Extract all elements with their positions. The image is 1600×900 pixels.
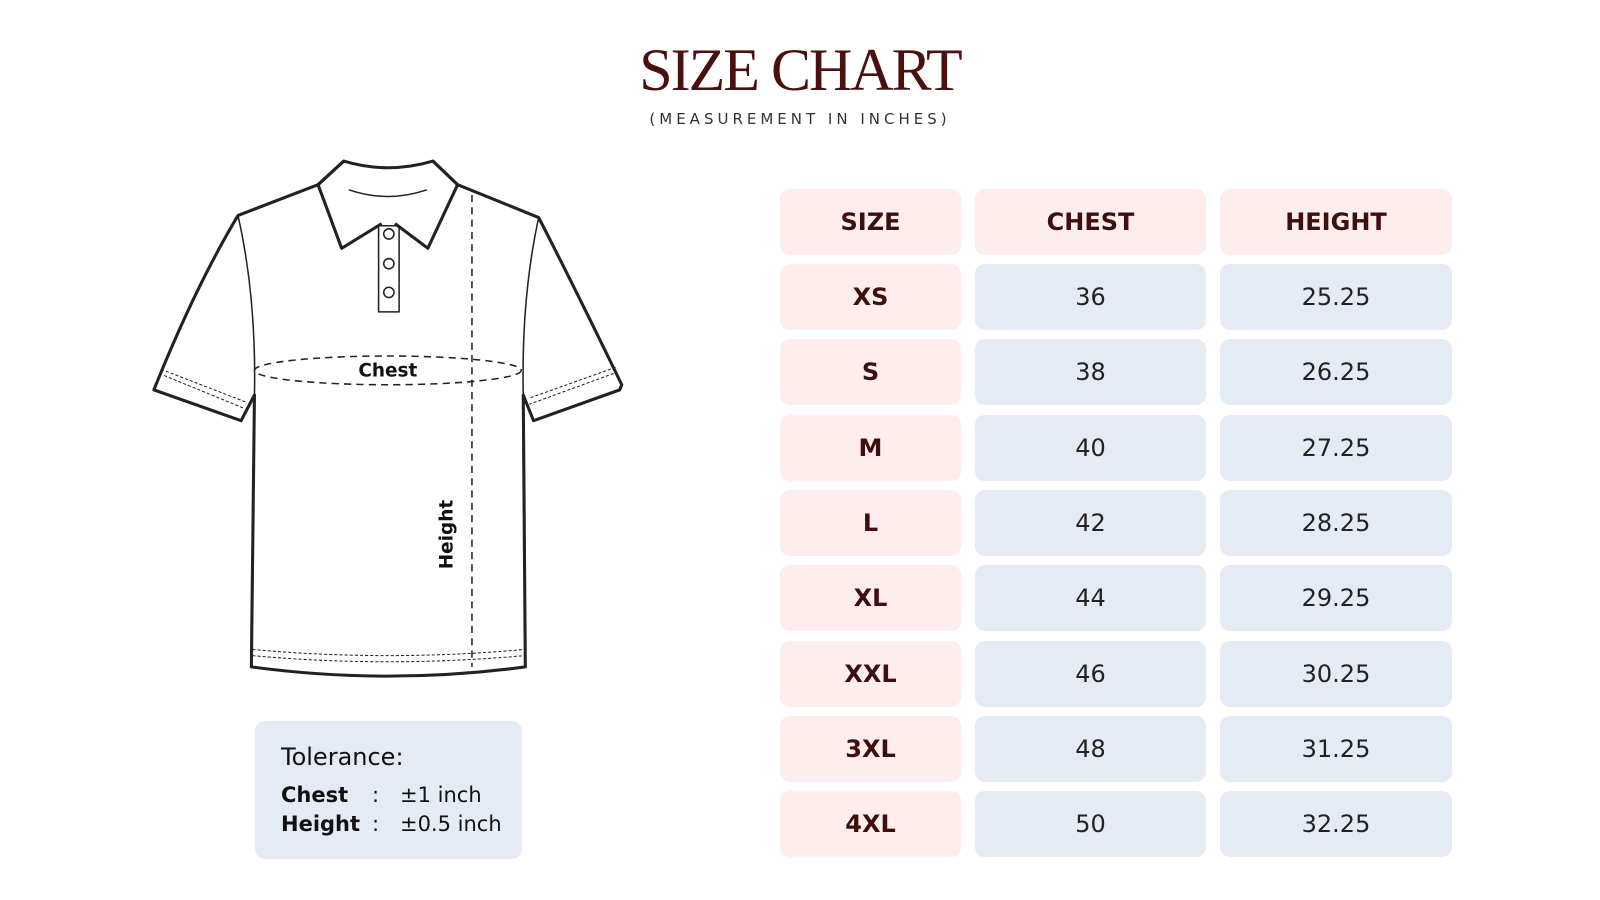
tolerance-text: :	[372, 812, 380, 836]
column-header: HEIGHT	[1220, 189, 1452, 255]
tolerance-text: Chest	[281, 783, 349, 807]
table-cell: 36	[975, 264, 1206, 330]
tolerance-text: ±1 inch	[400, 783, 482, 807]
size-cell: XXL	[780, 640, 961, 707]
column-header: SIZE	[780, 189, 961, 255]
table-cell: 27.25	[1220, 414, 1452, 481]
shirt-diagram: Chest Height	[152, 159, 624, 678]
table-cell: 30.25	[1220, 640, 1452, 707]
table-cell: 32.25	[1220, 791, 1452, 858]
size-cell: L	[780, 489, 961, 556]
tolerance-text: ±0.5 inch	[400, 812, 502, 836]
column-header: CHEST	[975, 189, 1206, 255]
tolerance-box: Tolerance: Chest: ±1 inch Height: ±0.5 inch	[255, 721, 522, 859]
table-cell: 50	[975, 791, 1206, 858]
table-cell: 40	[975, 414, 1206, 481]
tolerance-text: Height	[281, 812, 361, 836]
table-cell: 42	[975, 489, 1206, 556]
table-cell: 31.25	[1220, 715, 1452, 782]
tolerance-text: :	[372, 783, 380, 807]
subtitle: (MEASUREMENT IN INCHES)	[649, 110, 951, 128]
table-cell: 44	[975, 565, 1206, 632]
title: SIZE CHART	[639, 37, 962, 103]
size-cell: 3XL	[780, 715, 961, 782]
table-cell: 38	[975, 339, 1206, 406]
size-cell: M	[780, 414, 961, 481]
table-cell: 26.25	[1220, 339, 1452, 406]
size-cell: S	[780, 339, 961, 406]
table-cell: 48	[975, 715, 1206, 782]
tolerance-title: Tolerance:	[281, 743, 404, 771]
height-label: Height	[436, 500, 457, 570]
size-cell: XL	[780, 565, 961, 632]
chest-label: Chest	[358, 361, 417, 382]
table-cell: 25.25	[1220, 264, 1452, 330]
size-cell: XS	[780, 264, 961, 330]
table-cell: 28.25	[1220, 489, 1452, 556]
table-cell: 29.25	[1220, 565, 1452, 632]
size-cell: 4XL	[780, 791, 961, 858]
table-cell: 46	[975, 640, 1206, 707]
